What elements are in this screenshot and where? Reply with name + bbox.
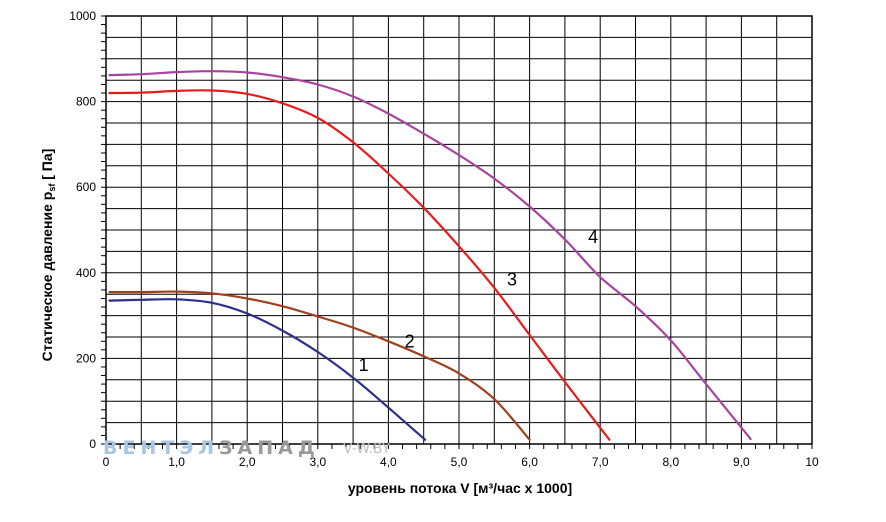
y-tick-label: 1000 (69, 9, 96, 23)
x-tick-label: 6,0 (521, 455, 538, 469)
axis-ticks (101, 15, 813, 449)
watermark-brand-part2: ЗАПАД (219, 437, 320, 459)
y-tick-label: 0 (89, 437, 96, 451)
x-tick-labels: 0 1,0 2,0 3,0 4,0 5,0 6,0 7,0 8,0 9,0 10 (103, 455, 819, 469)
x-tick-label: 10 (805, 455, 819, 469)
curve-labels: 1 2 3 4 (359, 227, 598, 375)
y-tick-label: 400 (76, 266, 96, 280)
curve-label-1: 1 (359, 355, 369, 375)
watermark-brand-part1: ВЕНТЭЛ (103, 437, 219, 459)
y-axis-title-main: Статическое давление p (39, 192, 55, 362)
curve-label-4: 4 (588, 227, 598, 247)
curve-label-3: 3 (507, 270, 517, 290)
x-tick-label: 4,0 (380, 455, 397, 469)
x-tick-label: 9,0 (733, 455, 750, 469)
x-tick-label: 3,0 (309, 455, 326, 469)
plot-border (105, 15, 813, 445)
y-axis-title: Статическое давление psf [ Па] (39, 149, 57, 362)
x-tick-label: 5,0 (451, 455, 468, 469)
y-axis-title-subscript: sf (47, 183, 57, 192)
series-lines (108, 70, 752, 441)
y-tick-label: 600 (76, 180, 96, 194)
series-line-1 (108, 298, 427, 441)
x-tick-label: 2,0 (239, 455, 256, 469)
y-tick-label: 200 (76, 351, 96, 365)
watermark-brand: ВЕНТЭЛЗАПАД (103, 437, 320, 459)
x-axis-title: уровень потока V [м³/час x 1000] (348, 480, 572, 496)
series-line-2 (108, 290, 531, 441)
x-tick-label: 7,0 (592, 455, 609, 469)
x-tick-label: 1,0 (168, 455, 185, 469)
x-tick-label: 0 (103, 455, 110, 469)
series-line-3 (108, 89, 611, 441)
y-tick-label: 800 (76, 95, 96, 109)
y-tick-labels: 0 200 400 600 800 1000 (69, 9, 96, 451)
grid (106, 16, 812, 444)
y-axis-title-unit: [ Па] (39, 149, 55, 184)
series-line-4 (108, 70, 752, 440)
plot-frame (105, 15, 813, 445)
watermark: ВЕНТЭЛЗАПАД V-W.BY (103, 437, 391, 459)
curve-label-2: 2 (405, 332, 415, 352)
x-tick-label: 8,0 (662, 455, 679, 469)
watermark-site: V-W.BY (343, 441, 391, 457)
